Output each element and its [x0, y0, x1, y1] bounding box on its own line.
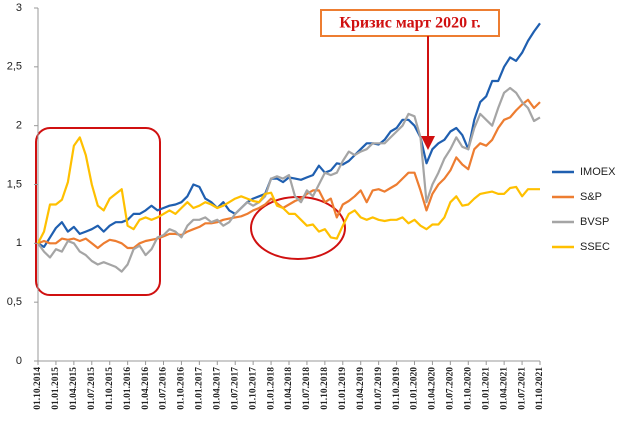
x-tick-label: 01.01.2020: [410, 367, 420, 410]
y-tick-label: 0,5: [7, 296, 22, 308]
legend-label: BVSP: [580, 216, 609, 228]
annotation: Кризис март 2020 г.: [339, 15, 480, 32]
legend-label: S&P: [580, 191, 602, 203]
x-tick-label: 01.04.2021: [499, 367, 509, 410]
x-tick-label: 01.10.2018: [320, 367, 330, 410]
x-tick-label: 01.04.2015: [69, 367, 79, 410]
x-tick-label: 01.07.2019: [374, 367, 384, 410]
series-line: [37, 136, 540, 244]
series-line: [37, 86, 541, 273]
x-tick-label: 01.07.2018: [302, 367, 312, 410]
x-tick-label: 01.07.2017: [230, 367, 240, 410]
x-tick-label: 01.01.2015: [51, 367, 61, 410]
legend-label: IMOEX: [580, 166, 616, 178]
x-tick-label: 01.01.2018: [266, 367, 276, 410]
x-tick-label: 01.10.2019: [392, 367, 402, 410]
x-tick-label: 01.04.2018: [284, 367, 294, 410]
x-tick-label: 01.10.2020: [463, 367, 473, 410]
plot-area: 0 0,5 1 1,5 2 2,5 3 01.10.2014 01.01.2015 01.04.2…: [7, 2, 545, 410]
x-tick-label: 01.07.2021: [517, 367, 527, 410]
highlight-box: [35, 127, 161, 296]
x-tick-label: 01.10.2014: [33, 367, 43, 410]
highlight-ellipse: [250, 196, 346, 260]
y-tick-label: 2: [16, 120, 22, 132]
y-tick-label: 2,5: [7, 61, 22, 73]
x-tick-label: 01.01.2021: [481, 367, 491, 410]
y-tick-label: 1,5: [7, 178, 22, 190]
x-tick-label: 01.07.2020: [446, 367, 456, 410]
x-tick-label: 01.10.2015: [105, 367, 115, 410]
x-tick-label: 01.10.2021: [535, 367, 545, 410]
legend-label: SSEC: [580, 241, 610, 253]
x-tick-label: 01.04.2016: [141, 367, 151, 410]
x-tick-label: 01.04.2020: [428, 367, 438, 410]
x-tick-label: 01.01.2017: [195, 367, 205, 410]
x-tick-label: 01.04.2017: [212, 367, 222, 410]
x-tick-label: 01.04.2019: [356, 367, 366, 410]
annotation-box: [320, 9, 500, 37]
y-tick-label: 3: [16, 2, 22, 14]
arrow-head: [421, 136, 435, 150]
x-tick-label: 01.10.2017: [248, 367, 258, 410]
x-tick-label: 01.01.2016: [123, 367, 133, 410]
y-tick-label: 1: [16, 237, 22, 249]
series-line: [37, 98, 541, 250]
x-tick-label: 01.07.2016: [159, 367, 169, 410]
y-tick-label: 0: [16, 355, 22, 367]
x-tick-label: 01.07.2015: [87, 367, 97, 410]
x-tick-label: 01.01.2019: [338, 367, 348, 410]
x-tick-label: 01.10.2016: [177, 367, 187, 410]
